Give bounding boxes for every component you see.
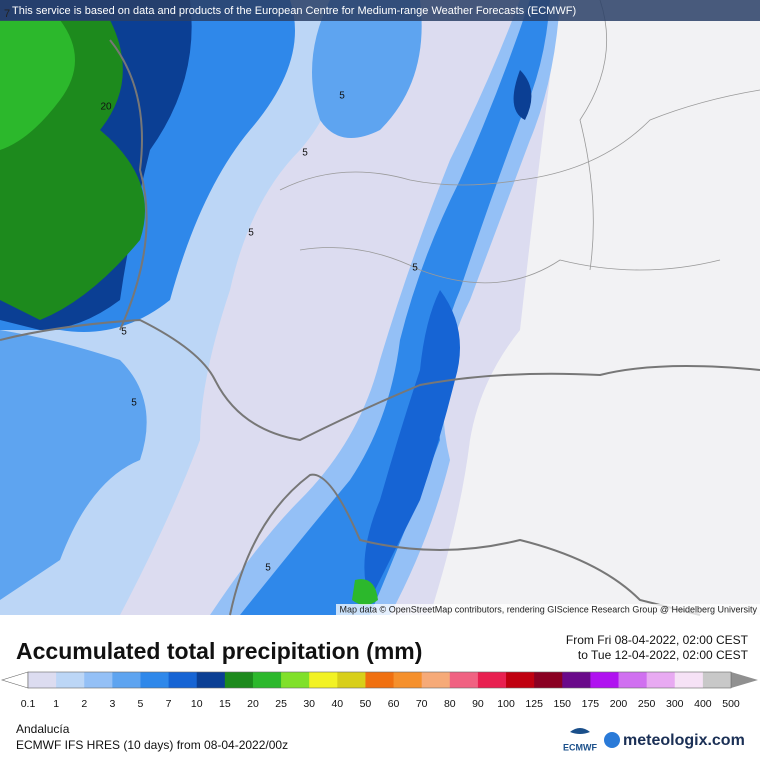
dry-area [430,0,760,615]
legend-swatch [84,672,113,688]
region-border [299,247,721,284]
legend-swatch [590,672,620,688]
legend-label: 60 [388,698,400,710]
legend-label: 150 [554,698,572,710]
legend-swatch [28,672,57,688]
contour-label: 5 [248,228,254,239]
legend-swatch [506,672,535,688]
contour-label: 5 [339,91,345,102]
corner-label: 7 [4,8,10,20]
region: Andalucía [16,722,70,736]
legend-label: 250 [638,698,656,710]
legend-label: 500 [722,698,740,710]
brand-icon [604,732,620,748]
coastline [0,318,760,442]
legend-label: 15 [219,698,231,710]
legend-label: 40 [331,698,343,710]
legend-swatch [421,672,451,688]
brand: meteologix.com [623,732,745,749]
legend-swatch [112,672,141,688]
legend-label: 200 [610,698,628,710]
legend-label: 7 [166,698,172,710]
map: 20 5 5 5 5 5 5 5 [0,0,760,616]
legend-swatch [309,672,338,688]
legend-swatch [702,672,732,688]
legend-label: 70 [416,698,428,710]
legend-label: 50 [360,698,372,710]
ecmwf-icon [570,728,590,734]
legend-label: 3 [109,698,115,710]
legend-swatch [618,672,648,688]
period-from: From Fri 08-04-2022, 02:00 CEST [566,633,749,647]
legend-under [0,671,29,689]
contour-label: 20 [100,102,112,113]
legend-label: 25 [275,698,287,710]
region-border [279,89,760,191]
legend-swatch [646,672,676,688]
legend-label: 90 [472,698,484,710]
model-run: ECMWF IFS HRES (10 days) from 08-04-2022… [16,738,288,752]
precip-area [0,330,147,600]
contour-label: 5 [302,148,308,159]
legend-label: 5 [138,698,144,710]
legend-label: 1 [53,698,59,710]
legend-label: 0.1 [21,698,36,710]
coastline [229,473,701,616]
legend-label: 20 [247,698,259,710]
legend-swatch [534,672,563,688]
region-border [579,0,608,271]
legend-swatch [281,672,310,688]
legend-label: 80 [444,698,456,710]
legend-over [731,672,758,688]
precip-area [364,290,460,600]
precip-area [352,579,378,605]
contour-label: 5 [412,263,418,274]
legend: 0.1 1 2 3 5 7 10 15 20 25 30 40 50 60 70 80 90 100 125 150 1… [0,671,758,710]
legend-label: 300 [666,698,684,710]
precip-area [240,0,550,615]
attribution-bg [336,604,760,616]
legend-swatch [449,672,479,688]
legend-swatch [196,672,226,688]
legend-swatch [562,672,591,688]
legend-label: 125 [525,698,543,710]
legend-swatch [224,672,254,688]
attribution: Map data © OpenStreetMap contributors, r… [340,604,758,614]
contour-label: 5 [121,327,127,338]
legend-swatch [140,672,170,688]
period-to: to Tue 12-04-2022, 02:00 CEST [578,648,749,662]
contour-label: 5 [265,563,271,574]
precip-area [0,20,75,150]
legend-swatch [674,672,704,688]
banner-bg [0,0,760,21]
legend-label: 175 [582,698,600,710]
legend-swatch [56,672,85,688]
legend-label: 100 [497,698,515,710]
legend-swatch [337,672,366,688]
legend-frame [27,671,732,689]
border [109,39,148,331]
legend-swatch [252,672,282,688]
legend-swatch [477,672,507,688]
legend-label: 30 [303,698,315,710]
contour-label: 5 [131,398,137,409]
precip-area [312,0,422,138]
legend-label: 400 [694,698,712,710]
legend-swatch [393,672,423,688]
title: Accumulated total precipitation (mm) [16,638,422,664]
ecmwf-logo: ECMWF [563,742,597,752]
legend-label: 2 [81,698,87,710]
precip-area [513,70,532,120]
legend-swatch [168,672,198,688]
banner: This service is based on data and produc… [12,5,576,17]
legend-label: 10 [191,698,203,710]
legend-swatch [365,672,395,688]
